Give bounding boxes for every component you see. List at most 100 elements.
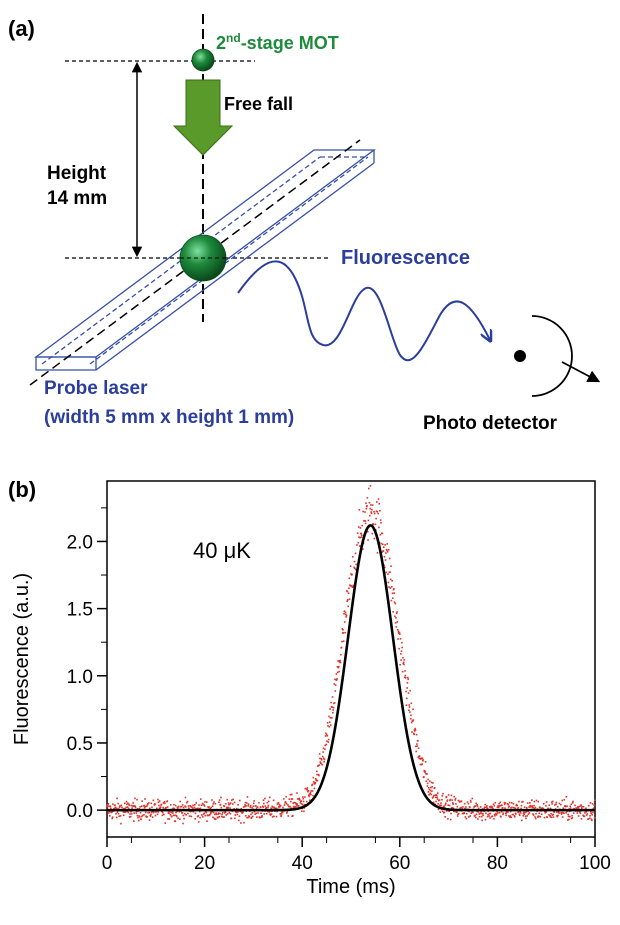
data-point: [378, 526, 380, 529]
data-point: [402, 662, 405, 665]
data-point: [251, 812, 254, 814]
data-point: [336, 677, 338, 680]
data-point: [437, 803, 439, 805]
mot-label-sup: nd: [226, 31, 241, 45]
data-point: [162, 806, 164, 809]
y-tick-label: 1.5: [67, 600, 93, 621]
data-point: [534, 816, 536, 818]
data-point: [477, 818, 479, 820]
data-point: [563, 812, 565, 815]
data-point: [344, 613, 347, 616]
data-point: [386, 543, 389, 545]
data-point: [248, 815, 251, 818]
data-point: [370, 504, 372, 506]
data-point: [208, 814, 211, 817]
data-point: [197, 807, 199, 810]
data-point: [396, 621, 399, 623]
data-point: [406, 682, 409, 684]
data-point: [495, 812, 497, 815]
data-point: [549, 814, 551, 817]
data-point: [157, 811, 160, 813]
data-point: [324, 744, 327, 747]
data-point: [107, 812, 110, 814]
data-point: [173, 803, 175, 806]
x-tick-label: 0: [102, 853, 113, 874]
data-point: [141, 800, 144, 802]
data-point: [395, 612, 398, 615]
data-point: [360, 532, 362, 535]
data-point: [379, 509, 381, 512]
data-point: [471, 811, 473, 813]
data-point: [286, 810, 289, 813]
data-point: [585, 811, 588, 813]
data-point: [268, 796, 271, 799]
data-point: [409, 717, 412, 720]
data-point: [510, 801, 513, 804]
data-point: [236, 811, 239, 813]
data-point: [300, 802, 303, 805]
data-point: [397, 630, 400, 633]
data-point: [421, 763, 423, 765]
data-point: [194, 804, 196, 806]
data-point: [186, 801, 188, 804]
data-point: [197, 821, 200, 823]
data-point: [217, 813, 219, 815]
data-point: [132, 802, 134, 804]
data-point: [214, 802, 217, 805]
data-point: [292, 802, 294, 805]
data-point: [303, 810, 305, 813]
data-point: [316, 770, 318, 773]
data-point: [143, 814, 145, 816]
data-point: [384, 559, 387, 561]
data-point: [224, 811, 227, 813]
data-point: [529, 802, 531, 804]
x-tick-label: 20: [194, 853, 215, 874]
data-point: [399, 663, 401, 666]
data-point: [386, 550, 389, 553]
data-point: [141, 815, 143, 818]
data-point: [415, 750, 417, 753]
data-point: [285, 801, 287, 804]
y-tick-label: 2.0: [67, 532, 93, 553]
data-point: [409, 689, 412, 692]
data-point: [328, 721, 331, 723]
data-point: [118, 815, 120, 818]
data-point: [160, 803, 163, 806]
data-point: [453, 795, 455, 798]
data-point: [180, 805, 183, 808]
data-point: [237, 804, 239, 806]
data-point: [133, 820, 135, 822]
data-point: [194, 817, 196, 820]
data-point: [512, 813, 514, 816]
data-point: [269, 814, 272, 816]
data-point: [456, 811, 458, 813]
data-point: [295, 804, 298, 806]
data-point: [342, 631, 345, 634]
data-point: [151, 816, 154, 818]
data-point: [242, 806, 245, 808]
data-point: [320, 762, 322, 765]
data-point: [156, 807, 158, 810]
data-point: [317, 773, 320, 776]
data-point: [490, 806, 492, 809]
data-point: [349, 585, 352, 587]
data-point: [426, 773, 428, 775]
data-point: [169, 813, 172, 816]
data-point: [243, 821, 245, 824]
data-point: [296, 792, 298, 794]
data-point: [582, 805, 585, 808]
data-point: [581, 805, 583, 808]
data-point: [336, 671, 339, 674]
data-point: [384, 566, 386, 569]
data-point: [310, 793, 312, 796]
data-point: [348, 598, 351, 600]
data-point: [279, 813, 282, 815]
data-point: [510, 807, 512, 809]
data-point: [416, 743, 418, 745]
data-point: [190, 805, 192, 808]
data-point: [517, 810, 520, 813]
data-point: [496, 812, 499, 814]
data-point: [465, 817, 468, 820]
data-point: [174, 814, 176, 817]
data-point: [213, 817, 216, 820]
